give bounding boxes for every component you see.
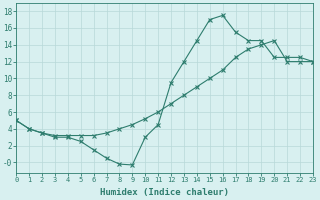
X-axis label: Humidex (Indice chaleur): Humidex (Indice chaleur) (100, 188, 229, 197)
